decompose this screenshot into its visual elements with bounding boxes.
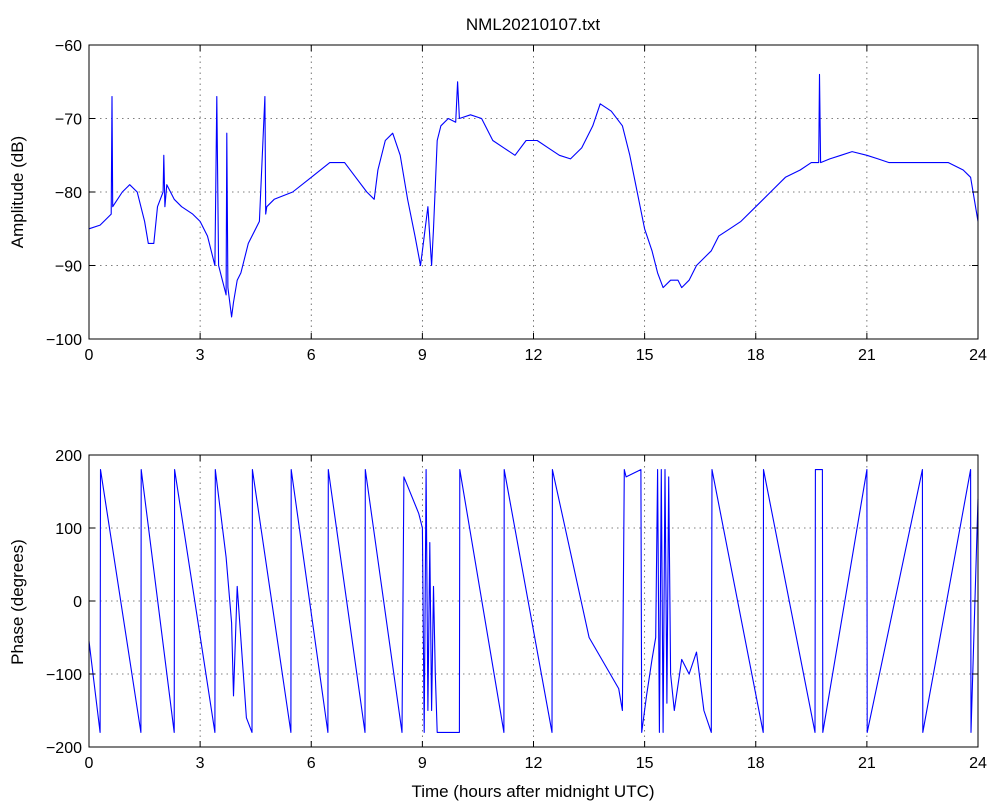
amplitude-x-tick-label: 0 [85, 347, 94, 364]
amplitude-y-tick-label: −60 [55, 38, 82, 55]
phase-x-tick-label: 9 [418, 755, 427, 772]
amplitude-x-tick-label: 24 [969, 347, 987, 364]
amplitude-series-line [88, 73, 979, 318]
phase-ticks: 0 3 6 9 12 15 18 21 24 −200 −100 0 100 200 [46, 448, 987, 772]
amplitude-x-tick-label: 9 [418, 347, 427, 364]
phase-y-tick-label: −100 [46, 667, 82, 684]
amplitude-y-tick-label: −100 [46, 332, 82, 349]
phase-y-tick-label: −200 [46, 740, 82, 757]
phase-x-tick-label: 24 [969, 755, 987, 772]
phase-x-tick-label: 6 [307, 755, 316, 772]
amplitude-x-tick-label: 15 [636, 347, 654, 364]
phase-x-tick-label: 12 [525, 755, 543, 772]
amplitude-panel: 0 3 6 9 12 15 18 21 24 −100 −90 −80 −70 −60 Amplitude… [8, 38, 987, 364]
amplitude-y-tick-label: −70 [55, 112, 82, 129]
phase-x-axis-label: Time (hours after midnight UTC) [411, 782, 654, 801]
phase-series-line [88, 469, 979, 733]
amplitude-x-tick-label: 6 [307, 347, 316, 364]
phase-x-tick-label: 0 [85, 755, 94, 772]
amplitude-x-tick-label: 21 [858, 347, 876, 364]
phase-y-tick-label: 200 [55, 448, 82, 465]
amplitude-y-tick-label: −80 [55, 185, 82, 202]
chart-title: NML20210107.txt [466, 15, 600, 34]
amplitude-x-tick-label: 18 [747, 347, 765, 364]
phase-y-tick-label: 0 [73, 594, 82, 611]
phase-x-tick-label: 18 [747, 755, 765, 772]
phase-y-tick-label: 100 [55, 521, 82, 538]
amplitude-x-tick-label: 3 [196, 347, 205, 364]
phase-panel: 0 3 6 9 12 15 18 21 24 −200 −100 0 100 200 Phase (deg… [8, 448, 987, 801]
amplitude-y-axis-label: Amplitude (dB) [8, 136, 27, 248]
phase-x-tick-label: 3 [196, 755, 205, 772]
phase-x-tick-label: 15 [636, 755, 654, 772]
phase-y-axis-label: Phase (degrees) [8, 539, 27, 665]
amplitude-y-tick-label: −90 [55, 259, 82, 276]
amplitude-x-tick-label: 12 [525, 347, 543, 364]
phase-x-tick-label: 21 [858, 755, 876, 772]
amplitude-ticks: 0 3 6 9 12 15 18 21 24 −100 −90 −80 −70 −60 [46, 38, 987, 364]
